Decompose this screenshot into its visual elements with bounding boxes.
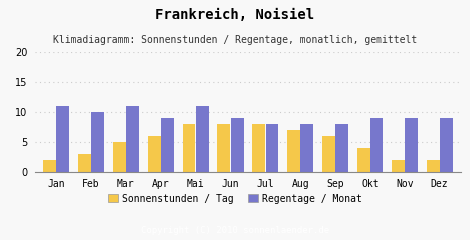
Bar xyxy=(252,124,265,172)
Bar xyxy=(196,106,209,172)
Bar xyxy=(148,136,161,172)
Bar xyxy=(440,118,453,172)
Bar xyxy=(231,118,243,172)
Bar xyxy=(335,124,348,172)
Text: Frankreich, Noisiel: Frankreich, Noisiel xyxy=(156,8,314,22)
Bar xyxy=(56,106,69,172)
Legend: Sonnenstunden / Tag, Regentage / Monat: Sonnenstunden / Tag, Regentage / Monat xyxy=(104,190,366,208)
Text: Copyright (C) 2010 sonnenlaender.de: Copyright (C) 2010 sonnenlaender.de xyxy=(141,226,329,235)
Bar xyxy=(370,118,383,172)
Bar xyxy=(126,106,139,172)
Bar xyxy=(161,118,174,172)
Bar xyxy=(182,124,196,172)
Bar xyxy=(91,112,104,172)
Bar xyxy=(357,148,370,172)
Text: Klimadiagramm: Sonnenstunden / Regentage, monatlich, gemittelt: Klimadiagramm: Sonnenstunden / Regentage… xyxy=(53,35,417,45)
Bar xyxy=(266,124,278,172)
Bar xyxy=(392,160,405,172)
Bar xyxy=(427,160,439,172)
Bar xyxy=(43,160,56,172)
Bar xyxy=(300,124,313,172)
Bar xyxy=(113,142,125,172)
Bar xyxy=(322,136,335,172)
Bar xyxy=(287,130,300,172)
Bar xyxy=(218,124,230,172)
Bar xyxy=(78,154,91,172)
Bar xyxy=(405,118,418,172)
